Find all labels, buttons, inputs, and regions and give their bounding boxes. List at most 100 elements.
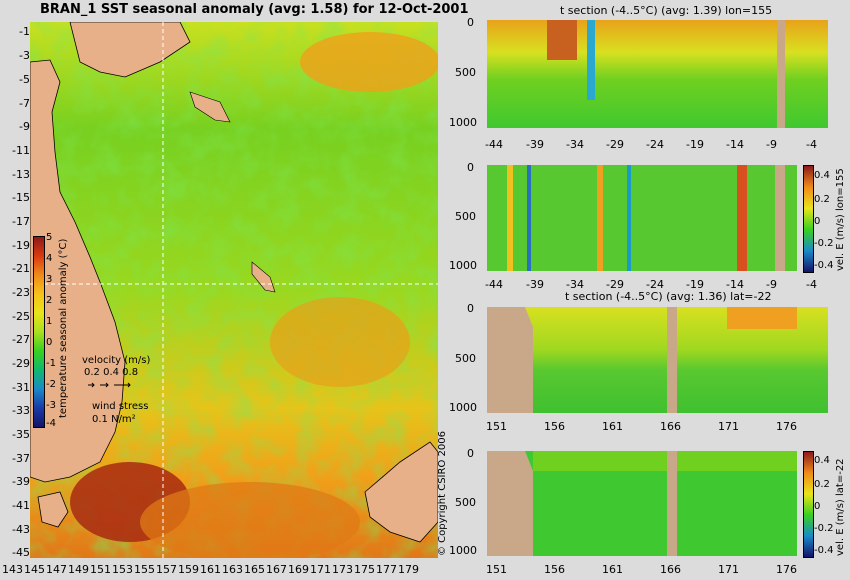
panel2-cblabel: vel. E (m/s) lon=155 xyxy=(835,168,846,271)
panel4-cbtick: -0.2 xyxy=(814,523,834,534)
panel1-xtick: -29 xyxy=(606,138,624,151)
panel2-band-d xyxy=(627,165,631,271)
panel2-ytick: 500 xyxy=(455,210,476,223)
lon-tick: 159 xyxy=(178,563,199,576)
panel3-xaxis: 151 156 161 166 171 176 xyxy=(480,420,840,434)
panel2-land xyxy=(775,165,785,271)
papua-land xyxy=(69,22,191,78)
colorbar-tick: 5 xyxy=(46,232,53,243)
colorbar-label: temperature seasonal anomaly (°C) xyxy=(58,238,69,418)
colorbar-tick: -4 xyxy=(46,418,56,429)
panel4-land-mid xyxy=(667,451,677,556)
lat-tick: -29 xyxy=(12,357,30,370)
lon-tick: 161 xyxy=(200,563,221,576)
panel3-land-mid xyxy=(667,307,677,413)
panel1-field xyxy=(487,20,828,128)
wind-legend-value: 0.1 N/m² xyxy=(92,414,136,425)
panel1-land xyxy=(777,20,785,128)
lat-tick: -23 xyxy=(12,286,30,299)
lat-tick: -37 xyxy=(12,452,30,465)
panel2-xtick: -29 xyxy=(606,278,624,291)
panel2-field xyxy=(487,165,797,271)
lon-tick: 175 xyxy=(354,563,375,576)
panel2-xtick: -19 xyxy=(686,278,704,291)
panel4-cbtick: 0.2 xyxy=(814,479,830,490)
panel4-cbtick: -0.4 xyxy=(814,545,834,556)
lat-tick: -13 xyxy=(12,168,30,181)
colorbar-tick: -3 xyxy=(46,400,56,411)
velocity-legend-title: velocity (m/s) xyxy=(82,355,151,366)
tasmania-land xyxy=(37,491,69,528)
lat-tick: -3 xyxy=(19,49,30,62)
lon-tick: 157 xyxy=(156,563,177,576)
lat-tick: -5 xyxy=(19,73,30,86)
panel1-section xyxy=(487,20,828,128)
panel2-cbtick: 0.2 xyxy=(814,194,830,205)
panel4-ytick: 500 xyxy=(455,496,476,509)
panel4-section xyxy=(487,451,797,556)
panel1-xtick: -14 xyxy=(726,138,744,151)
colorbar-tick: -2 xyxy=(46,379,56,390)
panel1-xtick: -9 xyxy=(766,138,777,151)
panel4-cbtick: 0.4 xyxy=(814,455,830,466)
panel4-ytick: 0 xyxy=(467,447,474,460)
panel2-xaxis: -44 -39 -34 -29 -24 -19 -14 -9 -4 xyxy=(480,278,840,292)
lat-tick: -1 xyxy=(19,25,30,38)
panel2-cbtick: -0.2 xyxy=(814,238,834,249)
lat-tick: -11 xyxy=(12,144,30,157)
panel1-warm xyxy=(547,20,577,60)
panel2-xtick: -44 xyxy=(485,278,503,291)
lon-tick: 149 xyxy=(68,563,89,576)
velocity-arrows-icon xyxy=(88,382,131,388)
panel1-ytick: 0 xyxy=(467,16,474,29)
lon-tick: 147 xyxy=(46,563,67,576)
lon-tick: 171 xyxy=(310,563,331,576)
colorbar-tick: 3 xyxy=(46,274,53,285)
panel1-xtick: -39 xyxy=(526,138,544,151)
panel2-cbtick: 0.4 xyxy=(814,170,830,181)
colorbar-tick: 4 xyxy=(46,253,53,264)
panel3-land-west xyxy=(487,307,533,413)
panel2-xtick: -24 xyxy=(646,278,664,291)
panel2-xtick: -34 xyxy=(566,278,584,291)
panel2-band-e xyxy=(737,165,747,271)
panel1-xtick: -19 xyxy=(686,138,704,151)
lon-tick: 163 xyxy=(222,563,243,576)
panel2-xtick: -4 xyxy=(806,278,817,291)
lat-tick: -17 xyxy=(12,215,30,228)
panel2-xtick: -14 xyxy=(726,278,744,291)
lon-tick: 145 xyxy=(24,563,45,576)
panel3-xtick: 166 xyxy=(660,420,681,433)
panel2-band-c xyxy=(597,165,603,271)
map-lat-axis: -1 -3 -5 -7 -9 -11 -13 -15 -17 -19 -21 -… xyxy=(2,22,30,559)
panel3-ytick: 0 xyxy=(467,302,474,315)
panel4-cblabel: vel. E (m/s) lat=-22 xyxy=(835,458,846,556)
lon-tick: 155 xyxy=(134,563,155,576)
panel3-ytick: 500 xyxy=(455,352,476,365)
panel3-ytick: 1000 xyxy=(449,401,477,414)
panel1-xtick: -34 xyxy=(566,138,584,151)
panel2-xtick: -39 xyxy=(526,278,544,291)
new-zealand-land xyxy=(364,441,438,543)
wind-legend-title: wind stress xyxy=(92,401,149,412)
lon-tick: 165 xyxy=(244,563,265,576)
lat-tick: -7 xyxy=(19,97,30,110)
lat-tick: -15 xyxy=(12,191,30,204)
lon-tick: 169 xyxy=(288,563,309,576)
lat-tick: -31 xyxy=(12,381,30,394)
map-lon-axis: 143 145 147 149 151 153 155 157 159 161 … xyxy=(0,563,440,579)
panel4-ytick: 1000 xyxy=(449,544,477,557)
lon-tick: 167 xyxy=(266,563,287,576)
panel1-ytick: 500 xyxy=(455,66,476,79)
warm-patch-mid xyxy=(270,297,410,387)
colorbar-tick: -1 xyxy=(46,358,56,369)
panel3-title: t section (-4..5°C) (avg: 1.36) lat=-22 xyxy=(565,290,772,303)
lon-tick: 143 xyxy=(2,563,23,576)
panel4-colorbar xyxy=(803,451,814,558)
lat-tick: -9 xyxy=(19,120,30,133)
panel4-xtick: 161 xyxy=(602,563,623,576)
panel2-band-b xyxy=(527,165,531,271)
panel1-xaxis: -44 -39 -34 -29 -24 -19 -14 -9 -4 xyxy=(480,138,840,152)
lat-tick: -21 xyxy=(12,262,30,275)
panel1-xtick: -44 xyxy=(485,138,503,151)
